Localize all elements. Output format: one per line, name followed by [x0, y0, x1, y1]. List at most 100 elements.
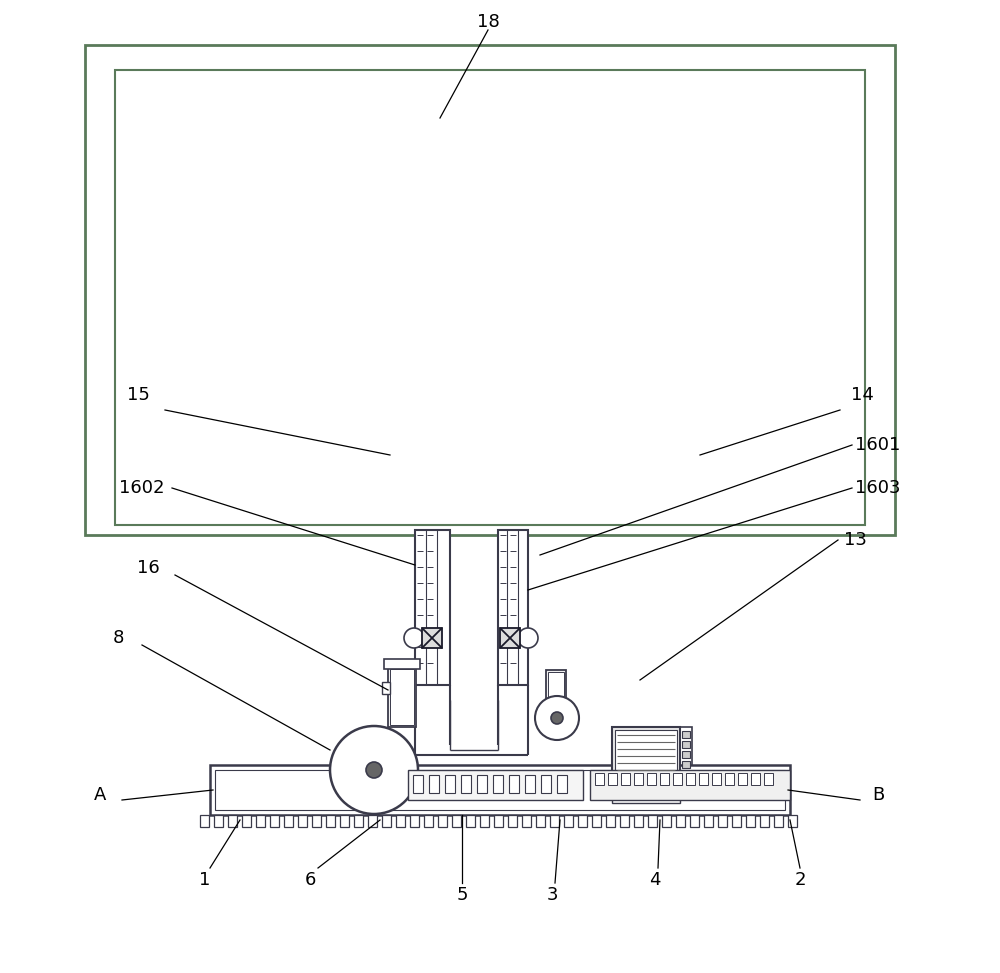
Bar	[615, 730, 677, 782]
Bar	[480, 815, 489, 827]
Bar	[682, 761, 690, 768]
Bar	[445, 775, 455, 793]
Bar	[354, 815, 363, 827]
Bar	[429, 775, 439, 793]
Bar	[368, 815, 377, 827]
Bar	[634, 815, 643, 827]
Bar	[382, 682, 390, 694]
Bar	[647, 773, 656, 785]
Bar	[564, 815, 573, 827]
Bar	[662, 815, 671, 827]
Circle shape	[366, 762, 382, 778]
Bar	[682, 741, 690, 748]
Bar	[682, 751, 690, 758]
Bar	[673, 773, 682, 785]
Bar	[595, 773, 604, 785]
Text: 15: 15	[127, 386, 149, 404]
Text: 3: 3	[546, 886, 558, 904]
Bar	[508, 815, 517, 827]
Bar	[396, 815, 405, 827]
Bar	[242, 815, 251, 827]
Bar	[590, 770, 790, 800]
Bar	[557, 775, 567, 793]
Text: 18: 18	[477, 13, 499, 31]
Bar	[690, 815, 699, 827]
Text: 6: 6	[304, 871, 316, 889]
Bar	[746, 815, 755, 827]
Bar	[550, 815, 559, 827]
Bar	[214, 815, 223, 827]
Bar	[606, 815, 615, 827]
Text: 13: 13	[844, 531, 866, 549]
Bar	[760, 815, 769, 827]
Bar	[634, 773, 643, 785]
Text: 1601: 1601	[855, 436, 901, 454]
Circle shape	[330, 726, 418, 814]
Bar	[680, 727, 692, 785]
Text: 2: 2	[794, 871, 806, 889]
Bar	[788, 815, 797, 827]
Bar	[422, 628, 442, 648]
Bar	[256, 815, 265, 827]
Bar	[200, 815, 209, 827]
Bar	[494, 815, 503, 827]
Bar	[228, 815, 237, 827]
Bar	[607, 785, 685, 795]
Bar	[477, 775, 487, 793]
Circle shape	[535, 696, 579, 740]
Text: A: A	[94, 786, 106, 804]
Bar	[612, 795, 680, 803]
Bar	[326, 815, 335, 827]
Bar	[298, 815, 307, 827]
Bar	[751, 773, 760, 785]
Bar	[774, 815, 783, 827]
Circle shape	[404, 628, 424, 648]
Bar	[410, 815, 419, 827]
Bar	[578, 815, 587, 827]
Bar	[270, 815, 279, 827]
Bar	[612, 727, 680, 785]
Text: 16: 16	[137, 559, 159, 577]
Bar	[413, 775, 423, 793]
Bar	[284, 815, 293, 827]
Bar	[738, 773, 747, 785]
Bar	[682, 731, 690, 738]
Bar	[388, 667, 416, 727]
Bar	[415, 530, 450, 685]
Bar	[466, 815, 475, 827]
Bar	[382, 815, 391, 827]
Circle shape	[518, 628, 538, 648]
Bar	[725, 773, 734, 785]
Text: 5: 5	[456, 886, 468, 904]
Bar	[621, 773, 630, 785]
Bar	[620, 815, 629, 827]
Bar	[660, 773, 669, 785]
Bar	[522, 815, 531, 827]
Text: 14: 14	[851, 386, 873, 404]
Bar	[452, 815, 461, 827]
Bar	[115, 70, 865, 525]
Bar	[215, 770, 785, 810]
Bar	[546, 670, 566, 715]
Bar	[461, 775, 471, 793]
Bar	[718, 815, 727, 827]
Bar	[732, 815, 741, 827]
Bar	[536, 815, 545, 827]
Bar	[592, 815, 601, 827]
Bar	[699, 773, 708, 785]
Circle shape	[551, 712, 563, 724]
Bar	[390, 669, 414, 725]
Text: 1603: 1603	[855, 479, 901, 497]
Bar	[500, 628, 520, 648]
Bar	[210, 765, 790, 815]
Bar	[686, 773, 695, 785]
Bar	[525, 775, 535, 793]
Bar	[541, 775, 551, 793]
Bar	[764, 773, 773, 785]
Bar	[312, 815, 321, 827]
Bar	[509, 775, 519, 793]
Bar	[498, 530, 528, 685]
Bar	[704, 815, 713, 827]
Text: 8: 8	[112, 629, 124, 647]
Bar	[608, 773, 617, 785]
